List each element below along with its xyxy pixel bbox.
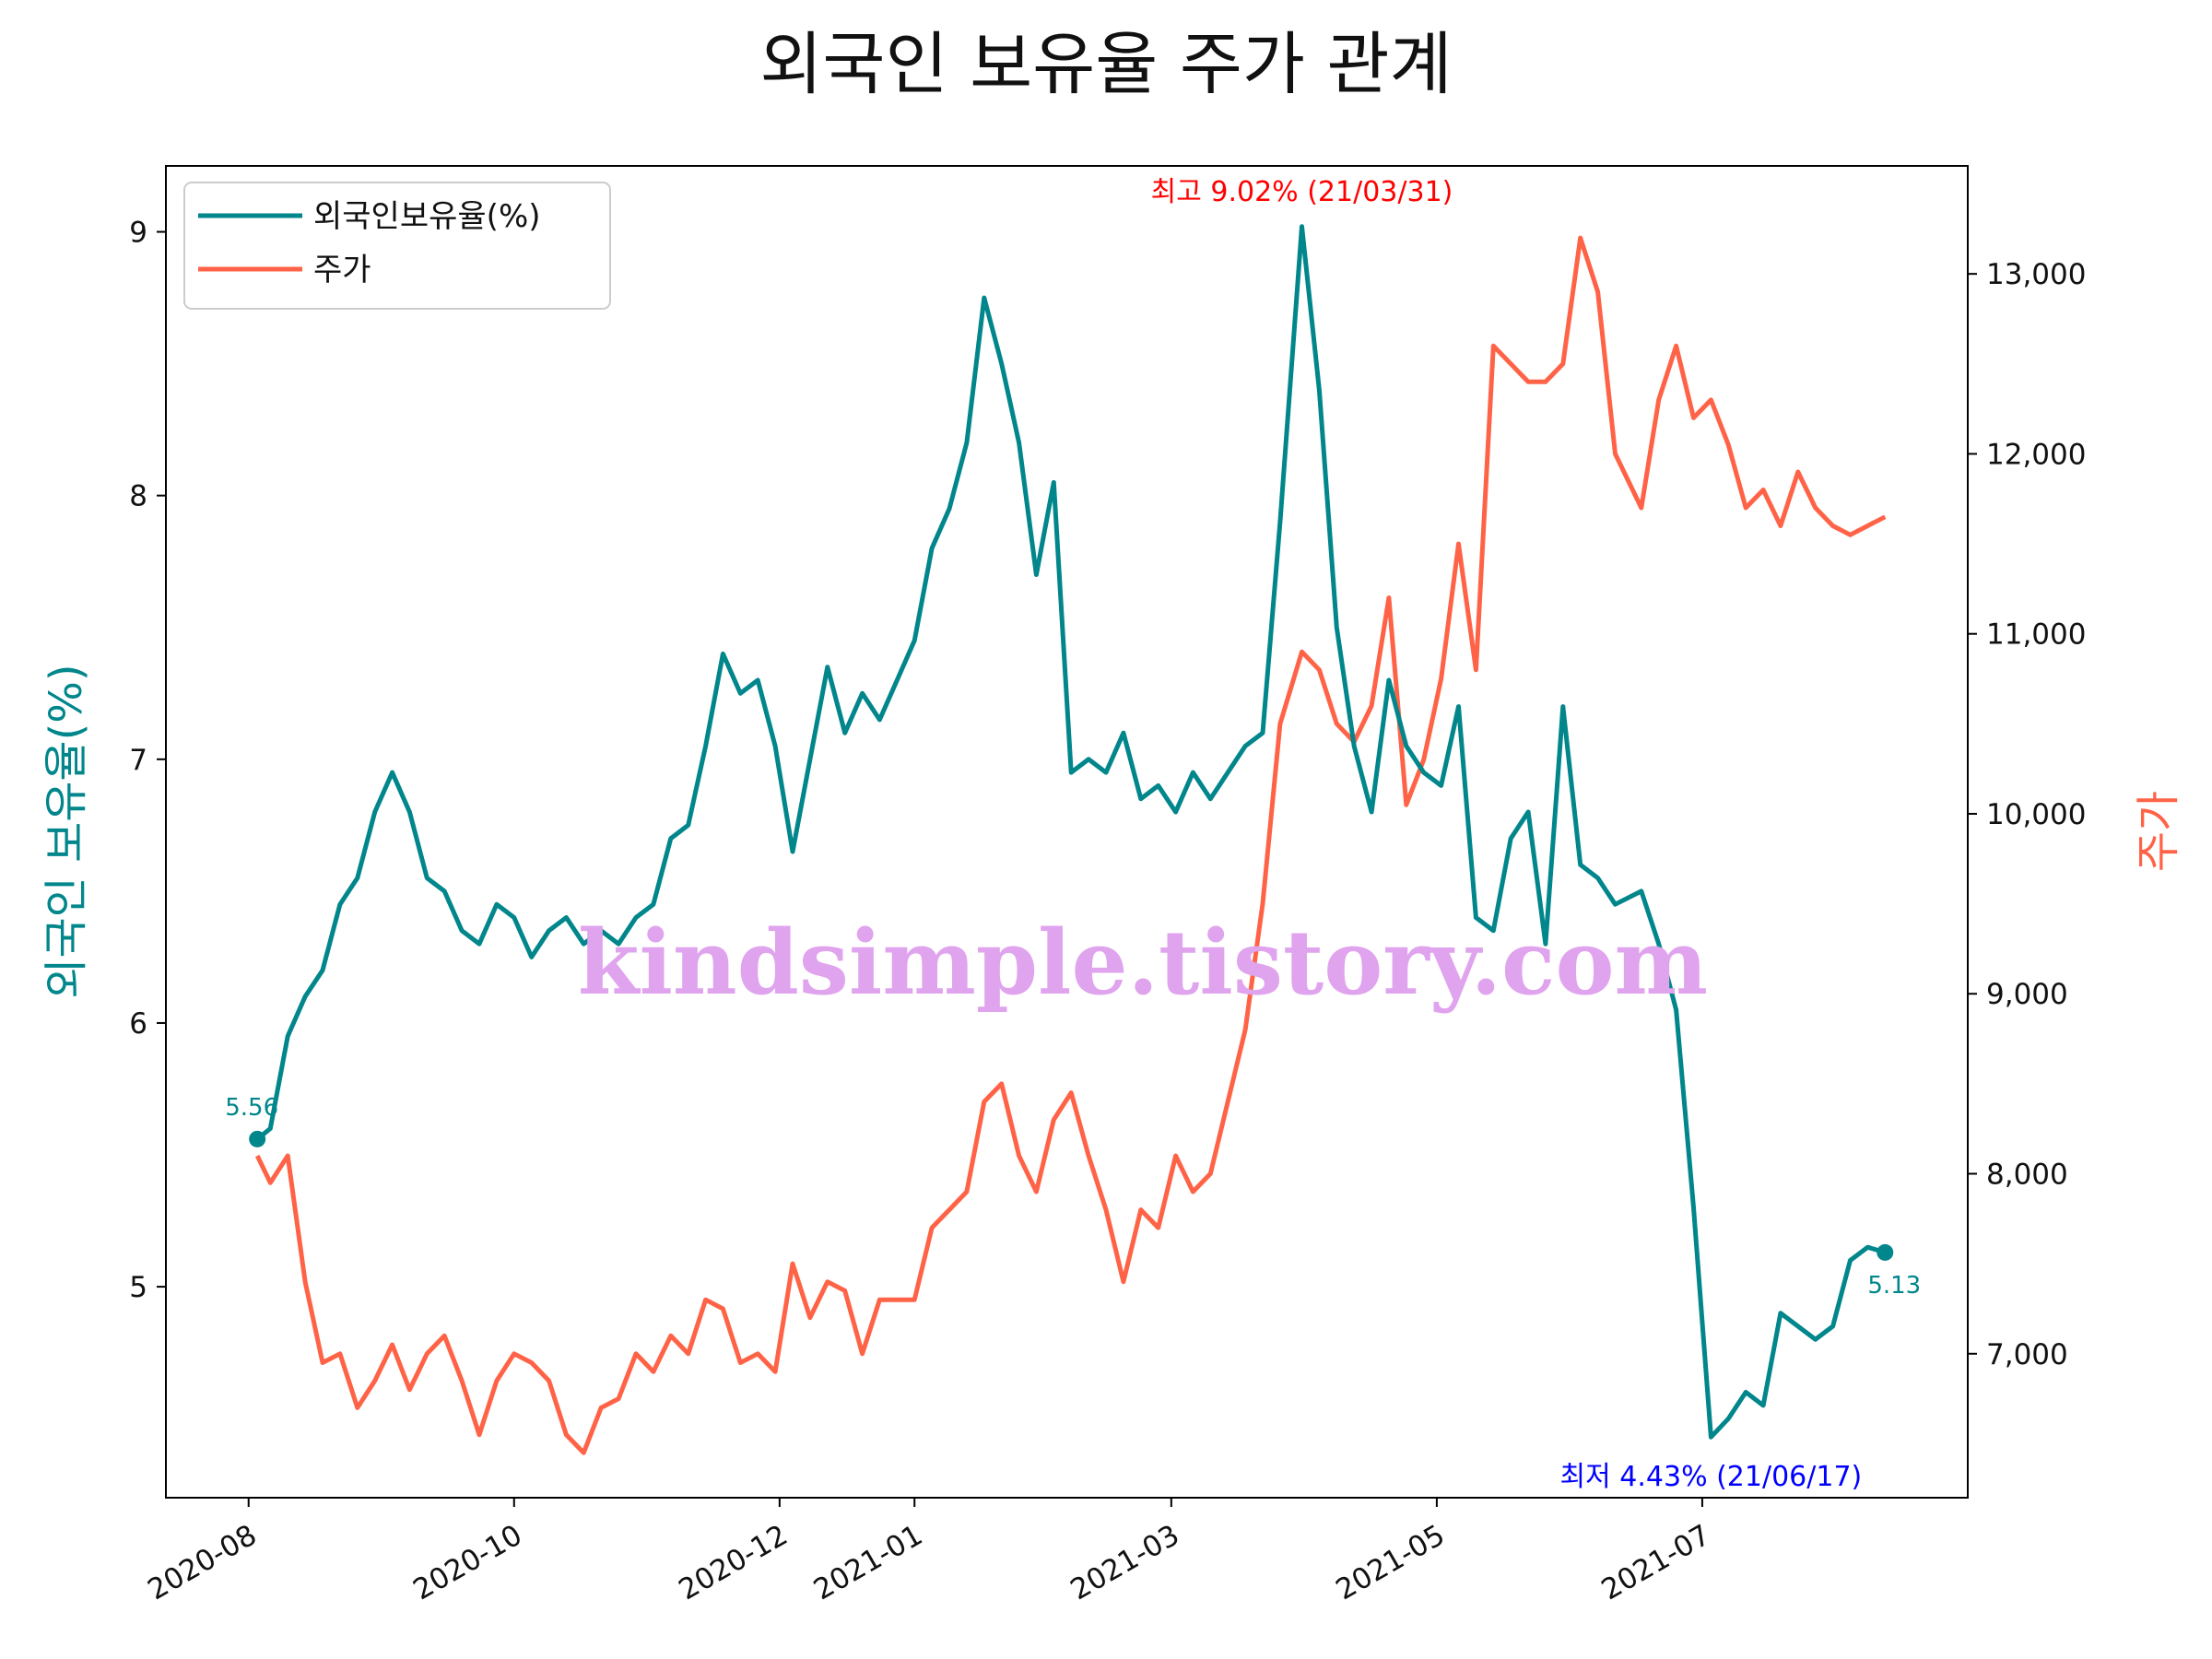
end-value-label: 5.13 (1867, 1272, 1921, 1300)
left-y-axis: 5 6 7 8 9 (129, 217, 166, 1304)
x-tick-label: 2021-07 (1596, 1519, 1716, 1607)
right-y-tick-label: 12,000 (1986, 438, 2086, 471)
left-y-axis-label: 외국인 보유율(%) (41, 664, 92, 998)
chart-title: 외국인 보유율 주가 관계 (759, 25, 1452, 104)
x-tick-label: 2020-08 (142, 1519, 262, 1607)
annotation-layer: 5.56 5.13 최고 9.02% (21/03/31) 최저 4.43% (21/… (225, 176, 1921, 1493)
left-y-tick-label: 7 (129, 744, 147, 777)
legend-label-price: 주가 (313, 252, 371, 288)
series-line-price (254, 235, 1887, 1455)
x-tick-label: 2020-10 (407, 1519, 527, 1607)
x-tick-label: 2020-12 (674, 1519, 794, 1607)
right-y-tick-label: 8,000 (1986, 1159, 2068, 1192)
series-line-foreign (255, 224, 1887, 1440)
x-tick-label: 2021-05 (1331, 1519, 1451, 1607)
plot-frame (165, 165, 1969, 1499)
right-y-tick-label: 13,000 (1986, 258, 2086, 291)
max-annotation: 최고 9.02% (21/03/31) (1151, 176, 1453, 208)
watermark-text: kindsimple.tistory.com (578, 911, 1708, 1015)
right-y-tick-label: 10,000 (1986, 798, 2086, 831)
left-y-tick-label: 8 (129, 480, 147, 513)
max-annotation-prefix: 최고 (1151, 176, 1211, 208)
right-y-axis: 7,000 8,000 9,000 10,000 11,000 12,000 13,000 (1968, 258, 2086, 1371)
start-point-marker (249, 1130, 266, 1147)
series-layer (249, 224, 1894, 1455)
x-tick-label: 2021-01 (808, 1519, 928, 1607)
right-y-tick-label: 11,000 (1986, 618, 2086, 652)
left-y-tick-label: 9 (129, 217, 147, 250)
min-annotation: 최저 4.43% (21/06/17) (1560, 1461, 1863, 1493)
start-value-label: 5.56 (225, 1094, 278, 1122)
min-annotation-value: 4.43% (21/06/17) (1619, 1461, 1862, 1493)
legend: 외국인보유율(%) 주가 (183, 182, 611, 310)
left-y-tick-label: 6 (129, 1007, 147, 1041)
end-point-marker (1877, 1243, 1894, 1261)
right-y-tick-label: 7,000 (1986, 1338, 2068, 1371)
legend-label-foreign: 외국인보유율(%) (313, 198, 541, 235)
x-tick-label: 2021-03 (1065, 1519, 1185, 1607)
x-axis: 2020-08 2020-10 2020-12 2021-01 2021-03 2021-… (142, 1498, 1716, 1607)
max-annotation-value: 9.02% (21/03/31) (1210, 176, 1453, 208)
min-annotation-prefix: 최저 (1560, 1461, 1620, 1493)
right-y-tick-label: 9,000 (1986, 978, 2068, 1011)
left-y-tick-label: 5 (129, 1271, 147, 1304)
right-y-axis-label: 주가 (2133, 791, 2184, 872)
